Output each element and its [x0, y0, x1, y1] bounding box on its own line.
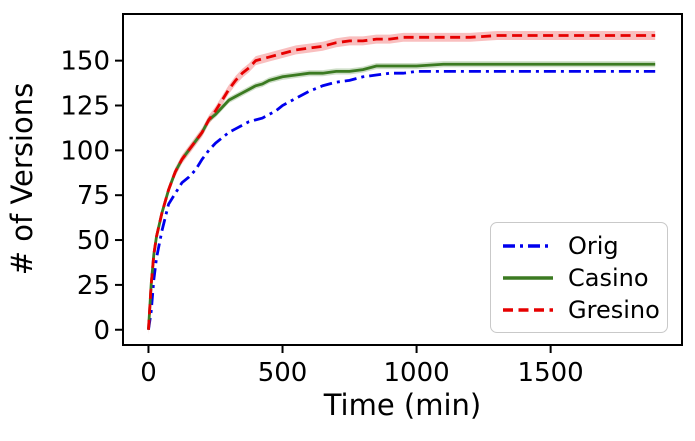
x-axis-label: Time (min) — [323, 388, 482, 422]
legend-label: Orig — [568, 232, 619, 260]
y-tick-label: 150 — [60, 47, 110, 77]
y-axis-label: # of Versions — [5, 82, 39, 276]
y-tick-label: 50 — [77, 226, 110, 256]
y-tick-label: 0 — [93, 316, 110, 346]
legend-item-gresino: Gresino — [503, 294, 667, 326]
legend-item-orig: Orig — [503, 230, 667, 262]
series-line-gresino — [147, 34, 656, 330]
plot-border — [122, 13, 683, 346]
x-tick-label: 0 — [140, 358, 157, 388]
y-tick-label: 100 — [60, 136, 110, 166]
y-tick-label: 25 — [77, 271, 110, 301]
y-tick-label: 125 — [60, 91, 110, 121]
legend-label: Casino — [568, 264, 649, 292]
legend-swatch-dashed-line — [503, 308, 553, 312]
legend: Orig Casino Gresino — [490, 222, 668, 333]
legend-item-casino: Casino — [503, 262, 667, 294]
x-tick-label: 500 — [258, 358, 308, 388]
legend-swatch-dashdot-line — [503, 244, 553, 248]
x-tick-label: 1000 — [383, 358, 449, 388]
legend-label: Gresino — [568, 296, 660, 324]
y-tick-label: 75 — [77, 181, 110, 211]
legend-swatch-solid-line — [503, 276, 553, 280]
series-line-orig — [147, 70, 656, 330]
x-tick-label: 1500 — [518, 358, 584, 388]
